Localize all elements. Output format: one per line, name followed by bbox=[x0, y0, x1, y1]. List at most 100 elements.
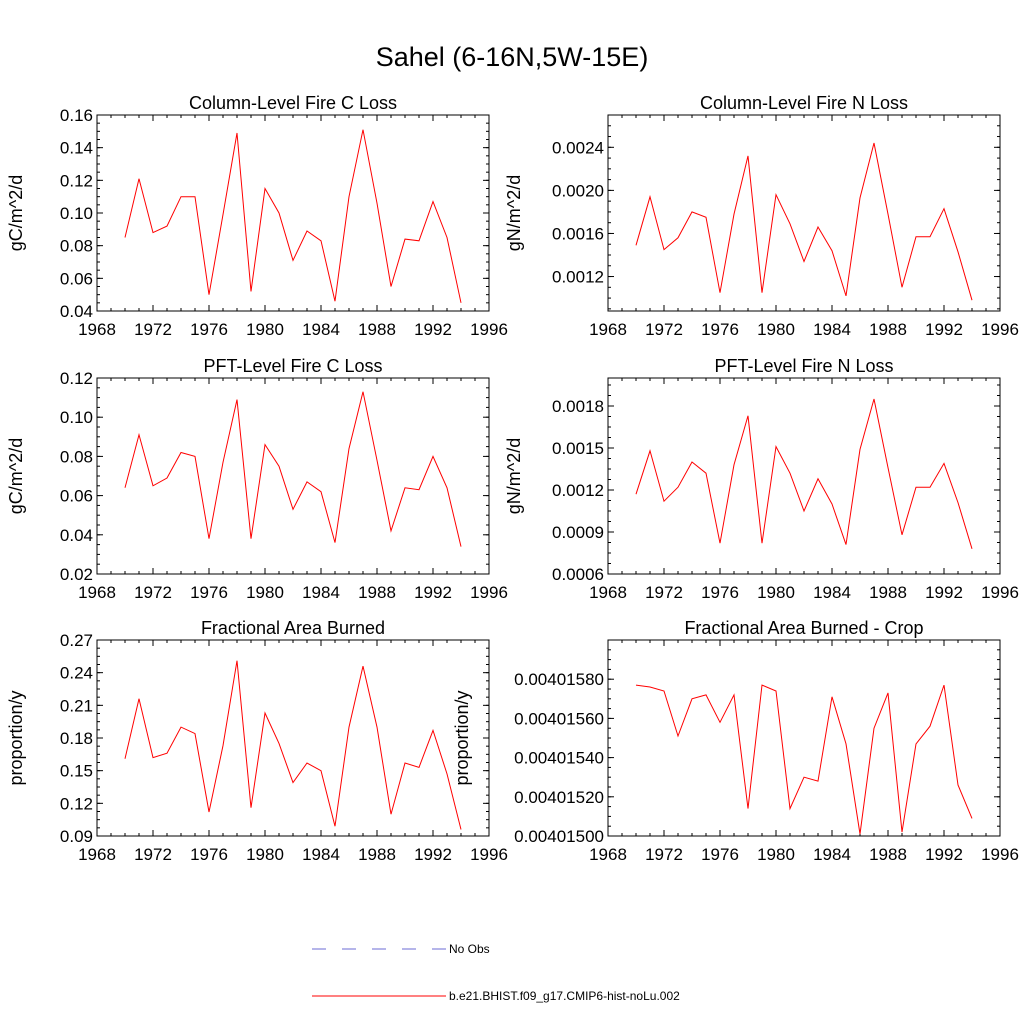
series-line bbox=[124, 129, 462, 303]
y-tick-label: 0.08 bbox=[60, 447, 93, 466]
y-tick-label: 0.16 bbox=[60, 106, 93, 125]
x-tick-label: 1984 bbox=[813, 845, 851, 864]
x-tick-label: 1968 bbox=[589, 845, 627, 864]
x-tick-label: 1972 bbox=[645, 845, 683, 864]
y-tick-label: 0.00401580 bbox=[514, 670, 604, 689]
x-tick-label: 1992 bbox=[925, 845, 963, 864]
chart-panel: PFT-Level Fire C Loss 1968 1972 1976 1980 198… bbox=[6, 356, 508, 602]
chart-panel: Column-Level Fire C Loss 1968 1972 1976 1980… bbox=[6, 93, 508, 339]
y-tick-label: 0.0016 bbox=[552, 224, 604, 243]
series-line bbox=[124, 391, 462, 547]
x-tick-label: 1968 bbox=[78, 845, 116, 864]
x-tick-label: 1996 bbox=[470, 320, 508, 339]
y-tick-label: 0.06 bbox=[60, 269, 93, 288]
y-tick-label: 0.0015 bbox=[552, 439, 604, 458]
figure-title: Sahel (6-16N,5W-15E) bbox=[376, 42, 649, 72]
y-axis-label: proportion/y bbox=[452, 690, 472, 785]
y-tick-label: 0.00401500 bbox=[514, 827, 604, 846]
y-tick-label: 0.12 bbox=[60, 794, 93, 813]
y-tick-label: 0.14 bbox=[60, 139, 93, 158]
y-tick-label: 0.27 bbox=[60, 631, 93, 650]
x-tick-label: 1980 bbox=[757, 845, 795, 864]
y-tick-label: 0.04 bbox=[60, 526, 93, 545]
y-tick-label: 0.10 bbox=[60, 408, 93, 427]
y-tick-label: 0.02 bbox=[60, 565, 93, 584]
y-tick-label: 0.00401560 bbox=[514, 709, 604, 728]
x-tick-label: 1980 bbox=[246, 845, 284, 864]
x-tick-label: 1988 bbox=[358, 845, 396, 864]
chart-title: Column-Level Fire N Loss bbox=[700, 93, 908, 113]
y-tick-label: 0.10 bbox=[60, 204, 93, 223]
x-tick-label: 1972 bbox=[134, 845, 172, 864]
y-tick-label: 0.0006 bbox=[552, 565, 604, 584]
x-tick-label: 1972 bbox=[134, 583, 172, 602]
legend: No Obs b.e21.BHIST.f09_g17.CMIP6-hist-noL… bbox=[312, 942, 680, 1003]
x-tick-label: 1968 bbox=[78, 583, 116, 602]
x-tick-label: 1992 bbox=[414, 320, 452, 339]
x-tick-label: 1988 bbox=[358, 583, 396, 602]
chart-title: Column-Level Fire C Loss bbox=[189, 93, 397, 113]
plot-frame bbox=[607, 639, 1001, 837]
plot-frame bbox=[607, 114, 1001, 312]
x-tick-label: 1996 bbox=[981, 583, 1019, 602]
x-tick-label: 1992 bbox=[414, 845, 452, 864]
y-tick-label: 0.15 bbox=[60, 762, 93, 781]
chart-title: PFT-Level Fire N Loss bbox=[714, 356, 893, 376]
y-axis-label: gN/m^2/d bbox=[504, 438, 524, 514]
x-tick-label: 1968 bbox=[78, 320, 116, 339]
y-tick-label: 0.09 bbox=[60, 827, 93, 846]
x-tick-label: 1976 bbox=[701, 320, 739, 339]
plot-frame bbox=[96, 114, 490, 312]
y-tick-label: 0.18 bbox=[60, 729, 93, 748]
chart-title: Fractional Area Burned - Crop bbox=[684, 618, 923, 638]
y-tick-label: 0.0020 bbox=[552, 181, 604, 200]
x-tick-label: 1992 bbox=[925, 320, 963, 339]
x-tick-label: 1996 bbox=[981, 320, 1019, 339]
x-tick-label: 1980 bbox=[757, 320, 795, 339]
y-axis-label: gC/m^2/d bbox=[6, 438, 26, 514]
y-tick-label: 0.21 bbox=[60, 696, 93, 715]
x-tick-label: 1972 bbox=[645, 583, 683, 602]
x-tick-label: 1996 bbox=[470, 845, 508, 864]
x-tick-label: 1992 bbox=[414, 583, 452, 602]
x-tick-label: 1976 bbox=[701, 845, 739, 864]
x-tick-label: 1968 bbox=[589, 320, 627, 339]
y-tick-label: 0.06 bbox=[60, 487, 93, 506]
series-line bbox=[635, 398, 973, 549]
chart-panel: PFT-Level Fire N Loss 1968 1972 1976 1980 198… bbox=[504, 356, 1019, 602]
x-tick-label: 1984 bbox=[302, 845, 340, 864]
x-tick-label: 1988 bbox=[358, 320, 396, 339]
x-tick-label: 1988 bbox=[869, 320, 907, 339]
y-tick-label: 0.00401540 bbox=[514, 749, 604, 768]
y-tick-label: 0.0012 bbox=[552, 481, 604, 500]
y-axis-label: gN/m^2/d bbox=[504, 175, 524, 251]
y-tick-label: 0.0009 bbox=[552, 523, 604, 542]
y-tick-label: 0.00401520 bbox=[514, 788, 604, 807]
legend-label: No Obs bbox=[449, 942, 490, 956]
x-tick-label: 1996 bbox=[470, 583, 508, 602]
x-tick-label: 1992 bbox=[925, 583, 963, 602]
y-axis-label: gC/m^2/d bbox=[6, 175, 26, 251]
chart-title: PFT-Level Fire C Loss bbox=[203, 356, 382, 376]
x-tick-label: 1988 bbox=[869, 845, 907, 864]
x-tick-label: 1984 bbox=[302, 583, 340, 602]
x-tick-label: 1968 bbox=[589, 583, 627, 602]
chart-title: Fractional Area Burned bbox=[201, 618, 385, 638]
x-tick-label: 1984 bbox=[813, 583, 851, 602]
y-tick-label: 0.12 bbox=[60, 171, 93, 190]
x-tick-label: 1976 bbox=[190, 845, 228, 864]
plot-frame bbox=[96, 377, 490, 575]
x-tick-label: 1996 bbox=[981, 845, 1019, 864]
x-tick-label: 1988 bbox=[869, 583, 907, 602]
x-tick-label: 1972 bbox=[134, 320, 172, 339]
y-tick-label: 0.08 bbox=[60, 237, 93, 256]
y-tick-label: 0.12 bbox=[60, 369, 93, 388]
y-tick-label: 0.0018 bbox=[552, 397, 604, 416]
series-line bbox=[635, 142, 973, 301]
series-line bbox=[124, 660, 462, 830]
panels-container: Column-Level Fire C Loss 1968 1972 1976 1980… bbox=[6, 93, 1019, 864]
y-axis-label: proportion/y bbox=[6, 690, 26, 785]
x-tick-label: 1976 bbox=[190, 320, 228, 339]
chart-panel: Fractional Area Burned 1968 1972 1976 1980 19… bbox=[6, 618, 508, 864]
